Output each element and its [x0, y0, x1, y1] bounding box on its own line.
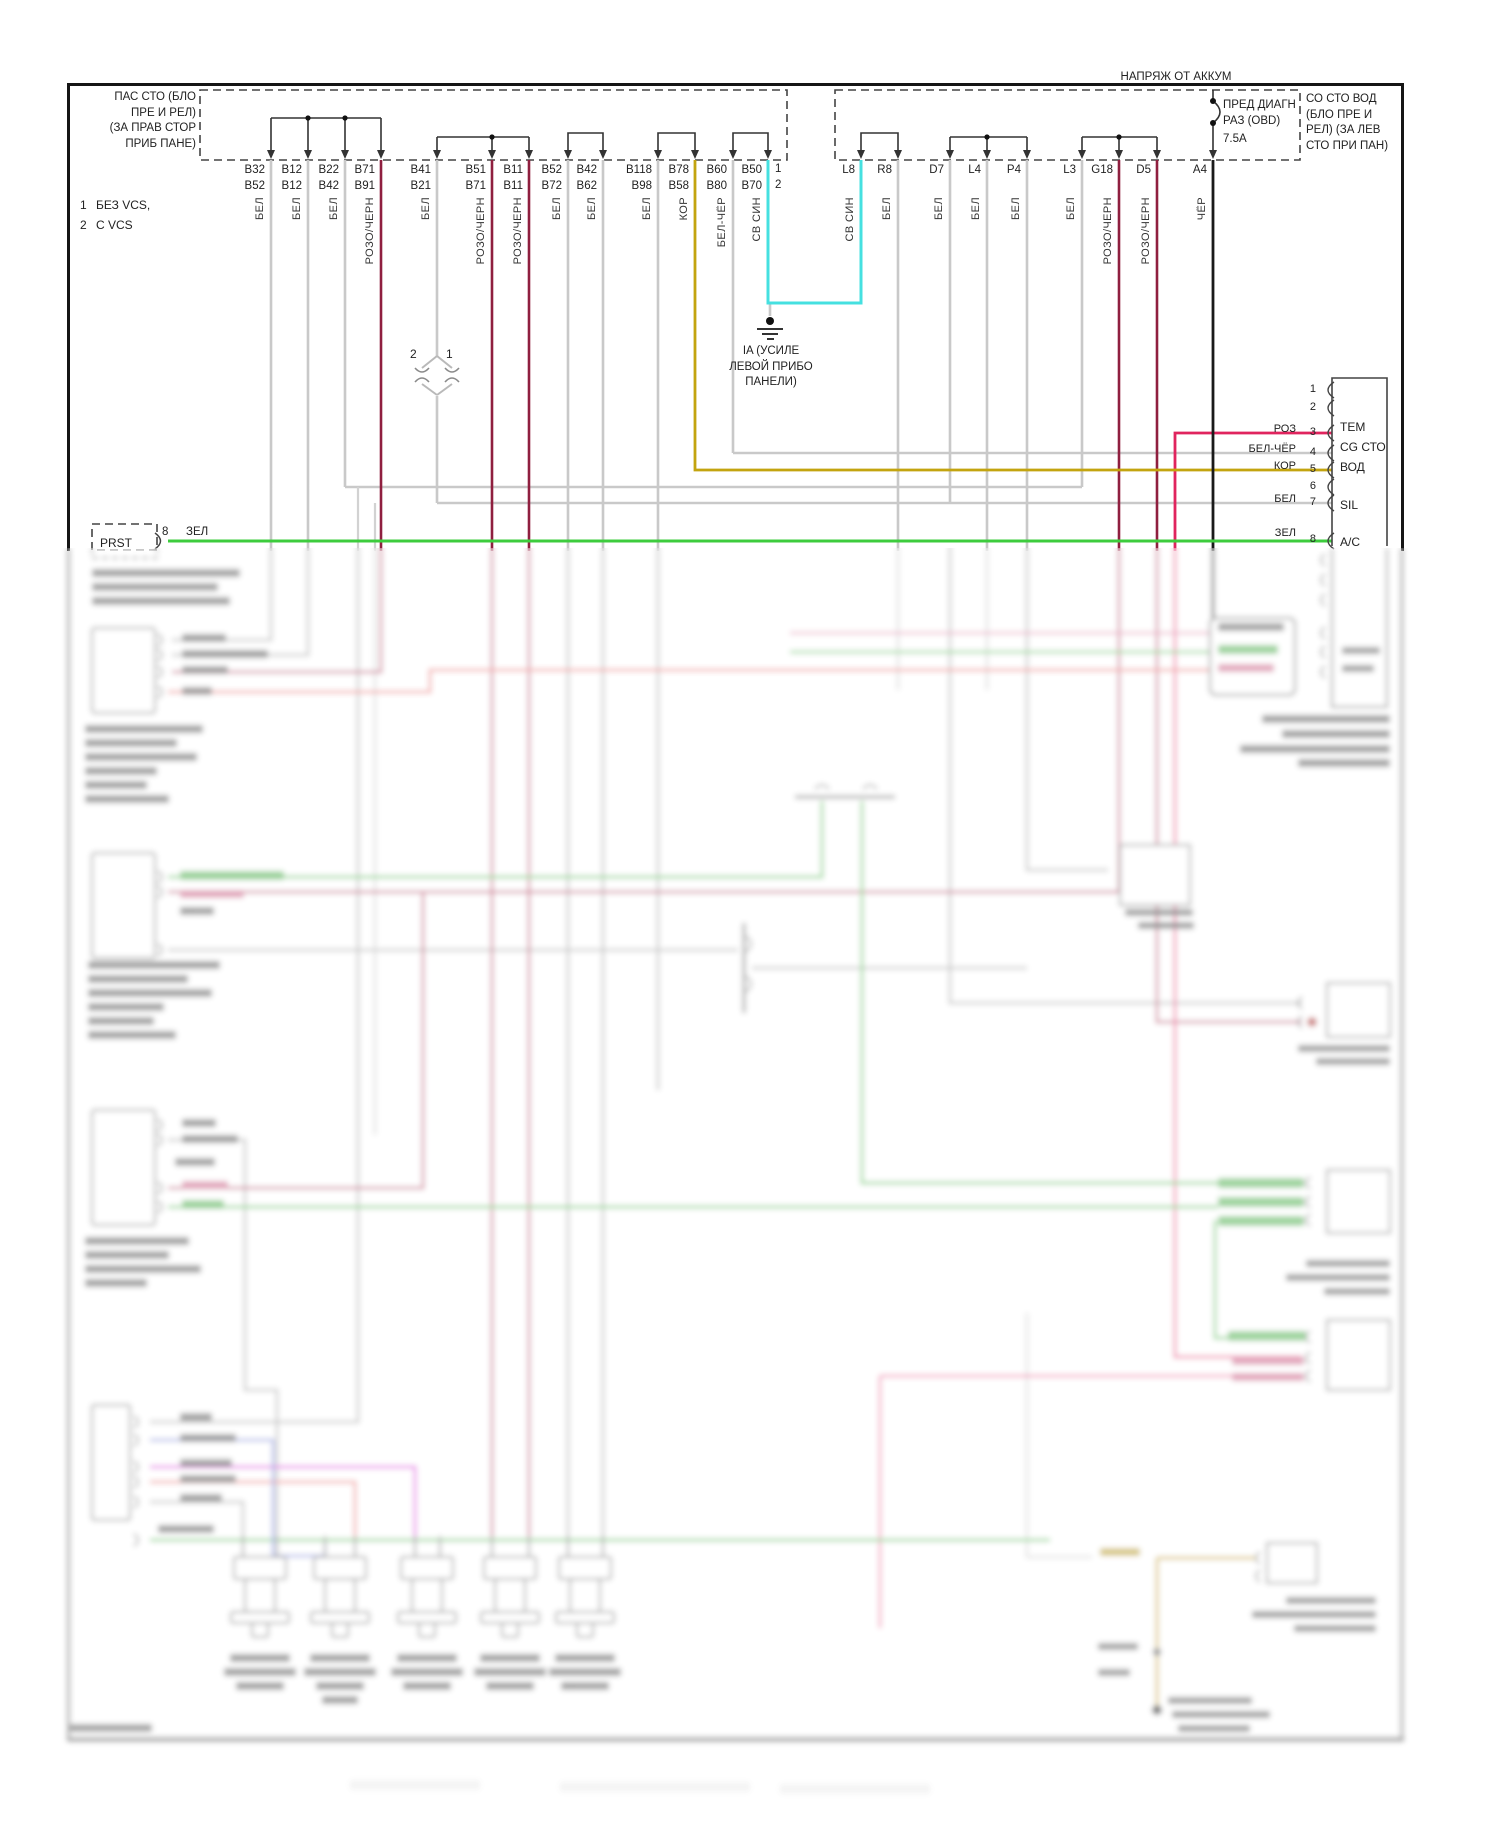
wire-label: B42 B62 [576, 164, 597, 192]
wire-color-label: РОЗО/ЧЕРН [1102, 197, 1114, 265]
connector-pin: 3 [1309, 426, 1316, 438]
wire-color-label: РОЗО/ЧЕРН [364, 197, 376, 265]
prst-pin-number: 8 [162, 526, 169, 538]
wires-white [269, 160, 1332, 551]
wire-label: L8 [842, 164, 855, 176]
wire-cyan [766, 160, 863, 305]
pin-wire-color: КОР [1273, 460, 1296, 472]
wire-label: B60 B80 [706, 164, 727, 192]
wire-label: P4 [1006, 164, 1021, 176]
connector-pin: 1 [1309, 383, 1316, 395]
ground-label: IA (УСИЛЕ ЛЕВОЙ ПРИБО ПАНЕЛИ) [729, 345, 813, 388]
wire-label: B12 B12 [281, 164, 302, 192]
right-junction-title: НАПРЯЖ ОТ АККУМ [1120, 71, 1232, 83]
wire-label: B71 B91 [354, 164, 375, 192]
connector-pin: 5 [1309, 463, 1316, 475]
wire-arrowheads [267, 150, 1217, 159]
wire-label: B11 B11 [503, 164, 523, 192]
wire-color-label: БЕЛ [254, 197, 266, 220]
note-1: 1 БЕЗ VCS, [80, 198, 151, 212]
wire-color-label: ЧЁР [1196, 197, 1208, 221]
wire-color-label: СВ СИН [751, 197, 763, 242]
wire-color-label: БЕЛ [586, 197, 598, 220]
connector-text-cg: CG СТО [1340, 440, 1386, 454]
wire-color-label: БЕЛ [970, 197, 982, 220]
wire-color-label: БЕЛ [641, 197, 653, 220]
left-junction-label: ПАС СТО (БЛО ПРЕ И РЕЛ) (ЗА ПРАВ СТОР ПРИБ … [109, 91, 196, 150]
wire-color-label: БЕЛ [328, 197, 340, 220]
lamp-symbols [230, 1536, 615, 1638]
wire-color-label: БЕЛ [881, 197, 893, 220]
wire-label: A4 [1192, 164, 1207, 176]
bus-lines [270, 117, 1158, 150]
connector-pin: 6 [1309, 480, 1316, 492]
wire-pink [1173, 431, 1332, 551]
wire-color-label: БЕЛ [420, 197, 432, 220]
connector-text-tem: ТЕМ [1340, 420, 1366, 434]
wire-label: B51 B71 [465, 164, 486, 192]
wire-brown [693, 160, 1332, 472]
wire-color-label: СВ СИН [844, 197, 856, 242]
prst-pin-bracket [154, 532, 162, 550]
wire-label: G18 [1091, 164, 1113, 176]
ground-symbol [757, 317, 783, 340]
variant-split-symbol [414, 355, 460, 396]
wire-label: B32 B52 [244, 164, 265, 192]
wire-label: L4 [968, 164, 981, 176]
fuse-label: ПРЕД ДИАГН РАЗ (OBD) [1223, 99, 1296, 127]
bus-junction-dots [305, 115, 1122, 140]
connector-text-sil: SIL [1340, 498, 1359, 512]
wire-color-label: БЕЛ [551, 197, 563, 220]
connector-text-vod: ВОД [1340, 460, 1365, 474]
pin-wire-color: БЕЛ-ЧЁР [1248, 443, 1296, 455]
wire-color-label: БЕЛ-ЧЁР [716, 197, 728, 248]
connector-text-ac: A/C [1340, 535, 1361, 549]
wire-label: D5 [1136, 164, 1151, 176]
prst-wire-color: ЗЕЛ [186, 526, 209, 538]
prst-label: PRST [100, 536, 133, 550]
fuse-rating: 7.5A [1223, 133, 1247, 145]
wire-label: B52 B72 [541, 164, 562, 192]
variant-pin-2: 2 [775, 179, 782, 191]
wire-color-label: БЕЛ [1065, 197, 1077, 220]
wire-color-label: РОЗО/ЧЕРН [1140, 197, 1152, 265]
wire-color-label: БЕЛ [933, 197, 945, 220]
blurred-lower-region [67, 548, 1404, 1794]
wire-label: B22 B42 [318, 164, 339, 192]
wire-label: B78 B58 [668, 164, 689, 192]
wire-label: B118 B98 [625, 164, 652, 192]
wire-label: D7 [929, 164, 944, 176]
wire-color-label: КОР [678, 197, 690, 221]
wire-label: R8 [877, 164, 892, 176]
right-junction-box [834, 89, 1301, 161]
wire-color-label: БЕЛ [1010, 197, 1022, 220]
wires-pink-black [379, 160, 1159, 551]
fuse-symbol [1210, 90, 1221, 150]
wire-color-label: БЕЛ [291, 197, 303, 220]
connector-pin: 2 [1309, 401, 1316, 413]
driver-side-label: СО СТО ВОД (БЛО ПРЕ И РЕЛ) (ЗА ЛЕВ СТО ПРИ … [1306, 93, 1389, 152]
connector-pin: 8 [1309, 533, 1316, 545]
right-connector-outline [1327, 377, 1388, 550]
connector-pin: 7 [1309, 496, 1316, 508]
split-num-right: 1 [446, 347, 453, 361]
connector-pin: 4 [1309, 446, 1316, 458]
page-border [67, 83, 1404, 551]
pin-wire-color: ЗЕЛ [1274, 527, 1296, 539]
variant-pin-1: 1 [775, 163, 782, 175]
wire-color-label: РОЗО/ЧЕРН [475, 197, 487, 265]
pin-wire-color: РОЗ [1273, 423, 1296, 435]
split-num-left: 2 [410, 347, 417, 361]
pin-wire-color: БЕЛ [1274, 493, 1296, 505]
left-junction-box [199, 89, 788, 161]
wire-label: L3 [1063, 164, 1076, 176]
wire-label: B50 B70 [741, 164, 762, 192]
wire-color-label: РОЗО/ЧЕРН [512, 197, 524, 265]
wire-label: B41 B21 [410, 164, 431, 192]
